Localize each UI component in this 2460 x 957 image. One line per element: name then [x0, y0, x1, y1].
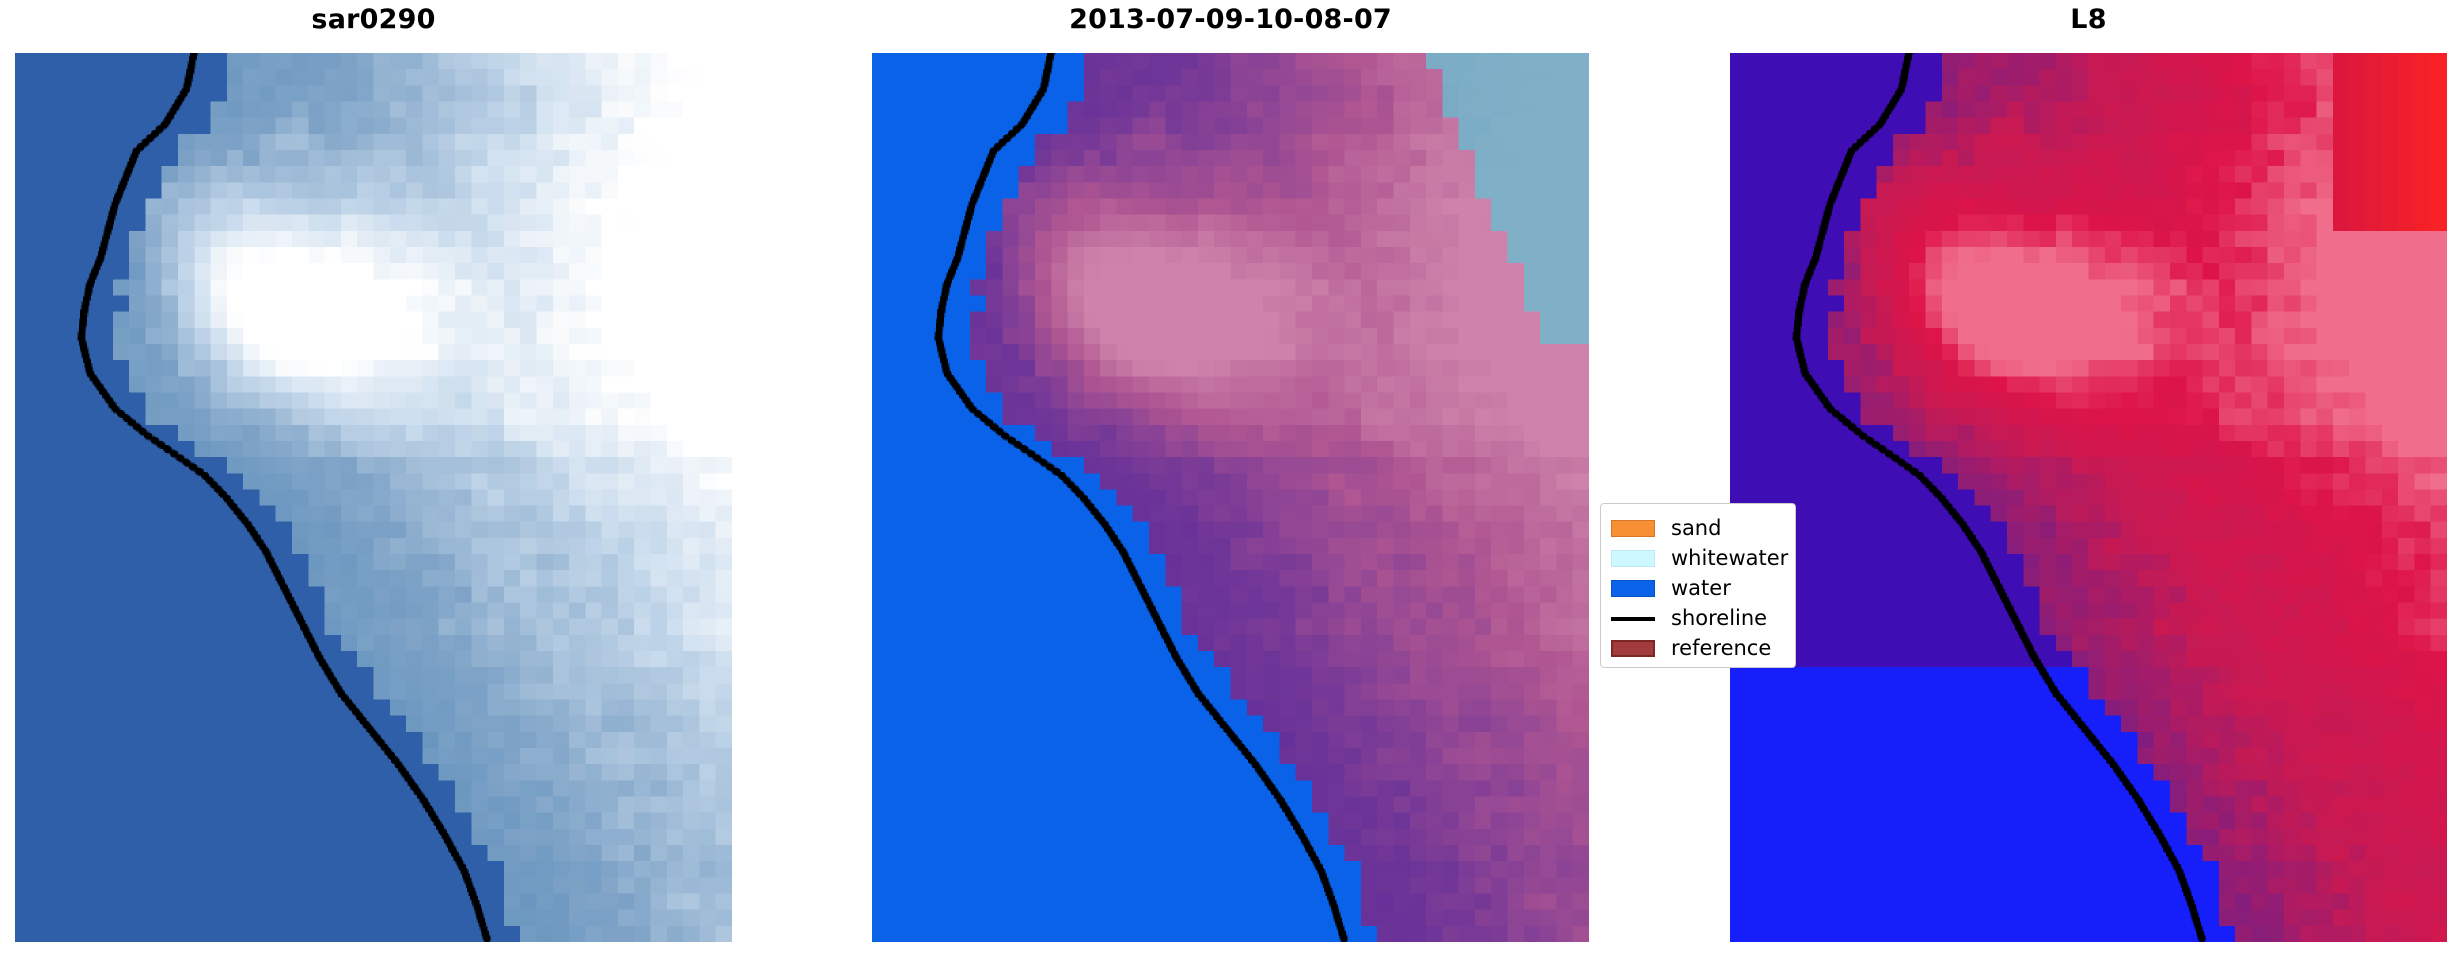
reference-swatch-icon [1611, 639, 1655, 657]
legend: sand whitewater water shoreline referenc… [1600, 503, 1796, 668]
panel-sar0290: sar0290 [15, 0, 732, 957]
panel-title-sar0290: sar0290 [311, 4, 436, 35]
legend-item-reference: reference [1611, 633, 1787, 663]
image-sar0290 [15, 53, 732, 942]
image-timestamp [872, 53, 1589, 942]
panel-title-l8: L8 [2070, 4, 2107, 35]
panel-title-timestamp: 2013-07-09-10-08-07 [1069, 4, 1392, 35]
panel-timestamp: 2013-07-09-10-08-07 [872, 0, 1589, 957]
legend-label-whitewater: whitewater [1671, 545, 1789, 570]
shoreline-line-icon [1611, 616, 1655, 621]
whitewater-swatch-icon [1611, 549, 1655, 567]
legend-label-sand: sand [1671, 515, 1722, 540]
water-swatch-icon [1611, 579, 1655, 597]
panel-l8: L8 [1730, 0, 2447, 957]
legend-item-water: water [1611, 573, 1787, 603]
legend-item-shoreline: shoreline [1611, 603, 1787, 633]
image-l8 [1730, 53, 2447, 942]
legend-label-water: water [1671, 575, 1731, 600]
sand-swatch-icon [1611, 519, 1655, 537]
legend-item-sand: sand [1611, 513, 1787, 543]
legend-label-reference: reference [1671, 635, 1772, 660]
legend-label-shoreline: shoreline [1671, 605, 1768, 630]
legend-item-whitewater: whitewater [1611, 543, 1789, 573]
